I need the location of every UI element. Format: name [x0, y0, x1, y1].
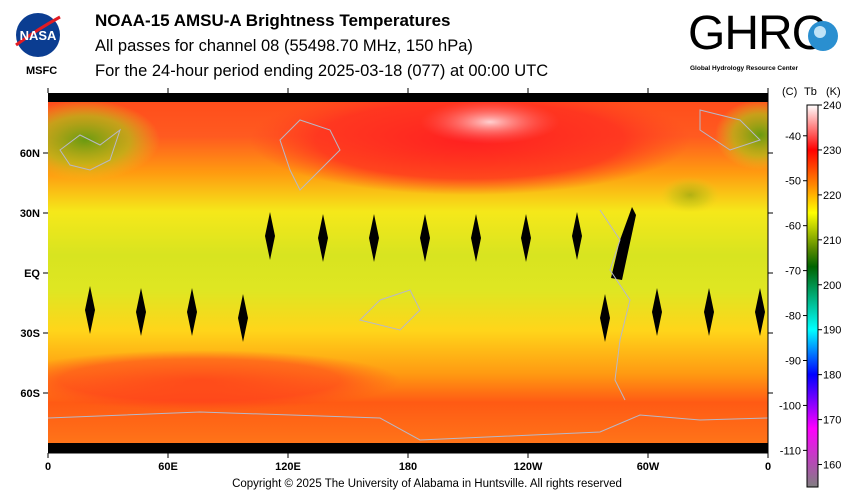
- ghrc-logo: GHRC Global Hydrology Resource Center: [688, 10, 848, 72]
- warm-region-north-pacific: [250, 93, 690, 195]
- colorbar-kelvin-label: 170: [823, 415, 841, 427]
- y-axis: 60N 30N EQ 30S 60S: [20, 93, 773, 453]
- colorbar-kelvin-label: 240: [823, 100, 841, 112]
- hot-spot: [420, 100, 560, 144]
- colorbar: [806, 104, 819, 488]
- colorbar-kelvin-label: 210: [823, 235, 841, 247]
- colorbar-celsius-label: -60: [785, 221, 801, 233]
- cold-region-atlantic: [660, 177, 720, 213]
- data-gap-diamond: [652, 288, 662, 336]
- colorbar-kelvin-label: 230: [823, 145, 841, 157]
- polar-gap-north: [48, 93, 768, 102]
- warm-region-south: [48, 350, 400, 410]
- colorbar-label-c: (C): [782, 86, 798, 98]
- copyright: Copyright © 2025 The University of Alaba…: [232, 478, 622, 490]
- nasa-msfc-label: MSFC: [26, 65, 58, 77]
- y-tick-label: 60S: [20, 388, 40, 400]
- coastlines: [48, 109, 768, 441]
- cold-region-europe: [48, 100, 160, 180]
- data-gap-diamond: [572, 212, 582, 260]
- colorbar-label-k: (K): [826, 86, 841, 98]
- colorbar-celsius-label: -70: [785, 266, 801, 278]
- colorbar-celsius-label: -110: [780, 445, 801, 457]
- chart-title: NOAA-15 AMSU-A Brightness Temperatures: [95, 11, 451, 30]
- x-axis: 0 60E 120E 180 120W 60W 0: [45, 88, 771, 473]
- data-gap-diamond: [85, 286, 95, 334]
- data-gaps: [85, 207, 765, 342]
- data-gap-diamond: [318, 214, 328, 262]
- data-gap-diamond: [755, 288, 765, 336]
- data-gap-diamond: [521, 214, 531, 262]
- colorbar-kelvin-label: 200: [823, 280, 841, 292]
- y-tick-label: 30N: [20, 208, 40, 220]
- colorbar-celsius-label: -50: [785, 176, 801, 188]
- colorbar-kelvin-label: 220: [823, 190, 841, 202]
- nasa-logo: NASA: [14, 11, 62, 59]
- data-gap-diamond: [369, 214, 379, 262]
- chart-period: For the 24-hour period ending 2025-03-18…: [95, 62, 549, 80]
- x-tick-label: 60W: [637, 461, 660, 473]
- ghrc-logo-text: GHRC: [688, 7, 826, 60]
- data-gap-swath: [611, 207, 636, 280]
- colorbar-celsius-label: -90: [785, 355, 801, 367]
- data-gap-diamond: [238, 294, 248, 342]
- data-gap-diamond: [136, 288, 146, 336]
- colorbar-celsius-label: -80: [785, 311, 801, 323]
- ghrc-logo-subtitle: Global Hydrology Resource Center: [690, 65, 798, 72]
- colorbar-label-tb: Tb: [804, 86, 817, 98]
- polar-gap-south: [48, 443, 768, 453]
- colorbar-celsius-label: -40: [785, 131, 801, 143]
- svg-text:NASA: NASA: [20, 28, 57, 43]
- colorbar-kelvin-label: 160: [823, 460, 841, 472]
- colorbar-celsius-label: -100: [779, 400, 801, 412]
- data-gap-diamond: [187, 288, 197, 336]
- chart-subtitle: All passes for channel 08 (55498.70 MHz,…: [95, 37, 473, 55]
- colorbar-ticks: 240 230 220 210 200 190 180 170 160 -40 -50 -60 -70 -…: [779, 100, 841, 472]
- x-tick-label: 180: [399, 461, 417, 473]
- x-tick-label: 0: [765, 461, 771, 473]
- y-tick-label: EQ: [24, 268, 40, 280]
- x-tick-label: 0: [45, 461, 51, 473]
- y-tick-label: 60N: [20, 148, 40, 160]
- data-gap-diamond: [704, 288, 714, 336]
- colorbar-kelvin-label: 190: [823, 325, 841, 337]
- data-gap-diamond: [600, 294, 610, 342]
- colorbar-kelvin-label: 180: [823, 370, 841, 382]
- data-gap-diamond: [265, 212, 275, 260]
- y-tick-label: 30S: [20, 328, 40, 340]
- x-tick-label: 60E: [158, 461, 178, 473]
- x-tick-label: 120E: [275, 461, 301, 473]
- x-tick-label: 120W: [514, 461, 543, 473]
- data-gap-diamond: [420, 214, 430, 262]
- data-gap-diamond: [471, 214, 481, 262]
